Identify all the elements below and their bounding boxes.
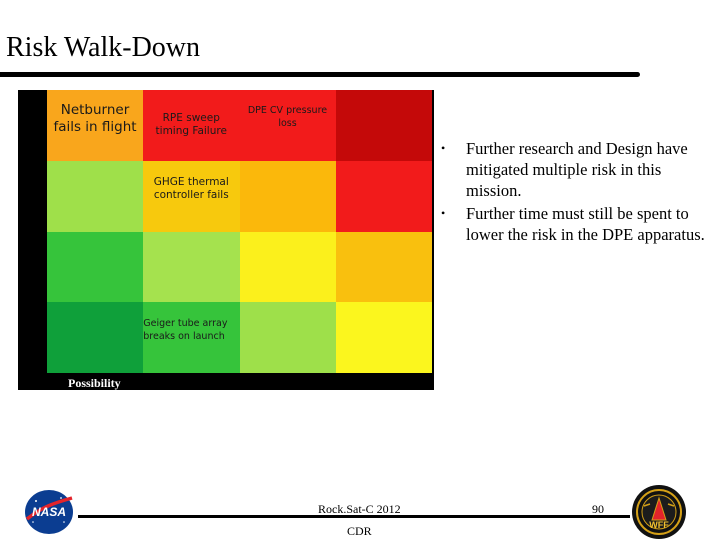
bullet-item: • Further time must still be spent to lo… (441, 203, 713, 245)
footer-project-name: Rock.Sat-C 2012 (318, 502, 401, 516)
risk-dpe-cv-label: DPE CV pressure loss (247, 105, 328, 129)
matrix-cell-r3c3 (239, 231, 336, 303)
matrix-cell-r1c3: DPE CV pressure loss (239, 90, 336, 161)
footer-review-label: CDR (347, 524, 372, 538)
risk-geiger-label: Geiger tube array breaks on launch (143, 318, 228, 343)
summary-bullets: • Further research and Design have mitig… (441, 138, 713, 247)
matrix-cell-r1c1: Netburner fails in flight (47, 90, 144, 161)
risk-netburner-label: Netburner fails in flight (53, 102, 137, 135)
matrix-cell-r1c4 (335, 90, 432, 161)
matrix-cell-r3c2 (143, 231, 240, 303)
svg-text:WFF: WFF (649, 520, 669, 530)
bullet-text: Further time must still be spent to lowe… (466, 204, 705, 244)
risk-rpe-sweep-label: RPE sweep timing Failure (155, 112, 227, 137)
slide-title: Risk Walk-Down (6, 32, 201, 63)
wff-logo-icon: WFF (630, 484, 688, 540)
title-underline (0, 72, 640, 77)
matrix-cell-r2c1 (47, 160, 144, 232)
consequence-axis-label: Consequence (26, 274, 40, 345)
matrix-cell-r3c1 (47, 231, 144, 303)
matrix-cell-r2c2: GHGE thermal controller fails (143, 160, 240, 232)
page-number: 90 (592, 502, 604, 516)
matrix-cell-r4c1 (47, 302, 144, 373)
matrix-cell-r2c3 (239, 160, 336, 232)
bullet-glyph: • (441, 206, 446, 220)
matrix-cell-r2c4 (335, 160, 432, 232)
matrix-cell-r4c2: Geiger tube array breaks on launch (143, 302, 240, 373)
nasa-logo-icon: NASA (24, 489, 74, 535)
matrix-cell-r4c3 (239, 302, 336, 373)
svg-text:NASA: NASA (32, 505, 66, 519)
bullet-item: • Further research and Design have mitig… (441, 138, 713, 201)
matrix-cell-r1c2: RPE sweep timing Failure (143, 90, 240, 161)
matrix-cell-r3c4 (335, 231, 432, 303)
risk-ghge-label: GHGE thermal controller fails (153, 175, 229, 201)
footer-rule (78, 515, 630, 518)
bullet-glyph: • (441, 141, 446, 155)
risk-matrix: Netburner fails in flight RPE sweep timi… (47, 90, 432, 373)
matrix-cell-r4c4 (335, 302, 432, 373)
bullet-text: Further research and Design have mitigat… (466, 139, 688, 200)
possibility-axis-label: Possibility (68, 376, 121, 390)
